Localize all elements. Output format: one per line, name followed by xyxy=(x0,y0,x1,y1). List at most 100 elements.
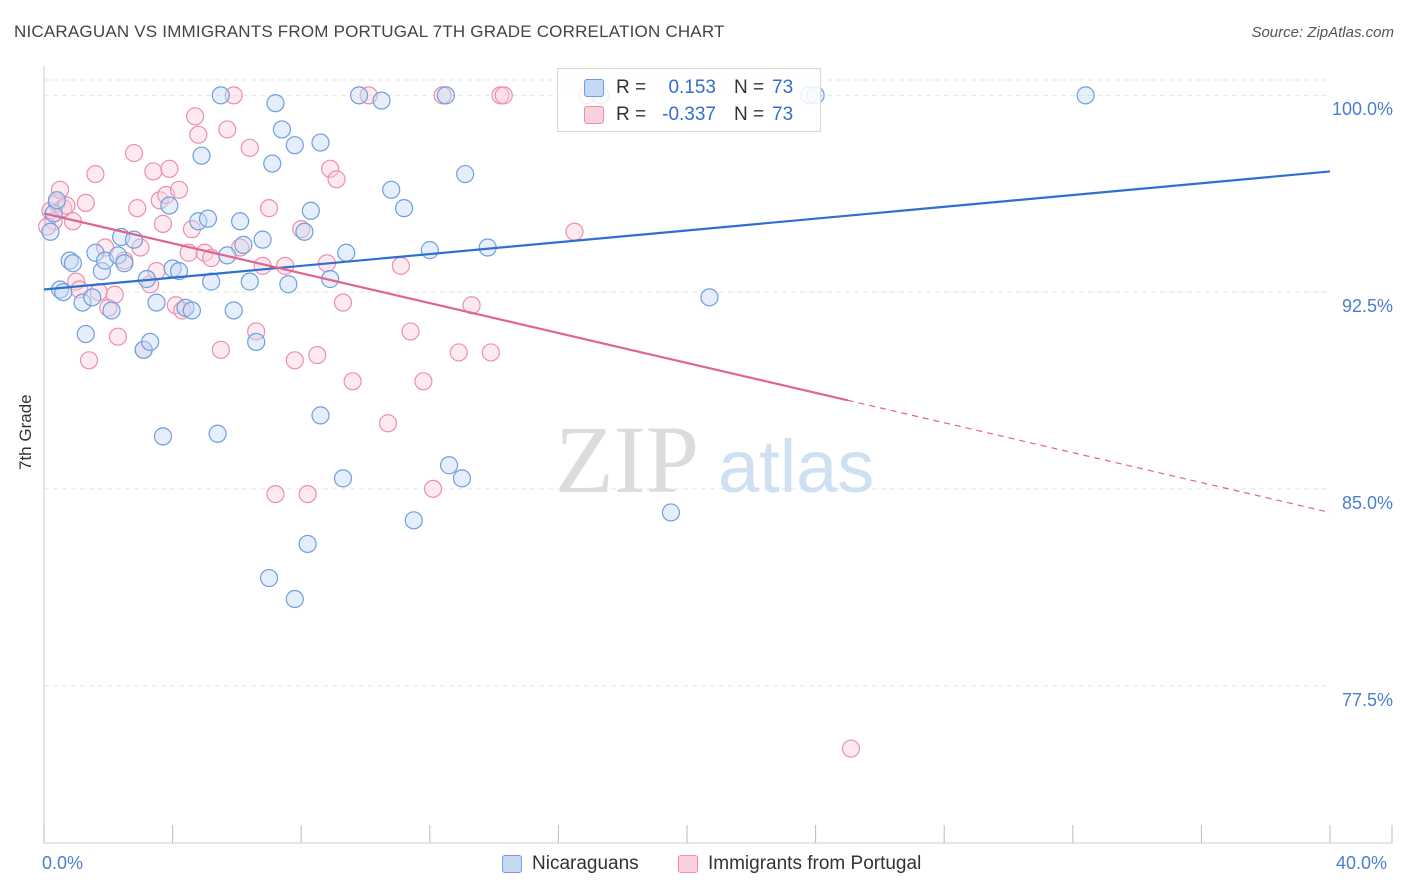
scatter-point xyxy=(211,86,230,105)
scatter-point xyxy=(147,293,166,312)
scatter-point xyxy=(391,256,410,275)
scatter-point xyxy=(436,86,455,105)
blue-swatch-icon xyxy=(502,855,522,873)
scatter-point xyxy=(173,301,192,320)
scatter-point xyxy=(841,739,861,758)
scatter-point xyxy=(231,212,250,231)
scatter-point xyxy=(301,201,320,220)
scatter-point xyxy=(414,372,433,391)
scatter-point xyxy=(76,324,95,344)
scatter-point xyxy=(382,180,401,199)
scatter-point xyxy=(160,159,179,178)
n-value: 73 xyxy=(772,77,794,98)
chart-source: Source: ZipAtlas.com xyxy=(1251,24,1394,41)
y-tick-label: 85.0% xyxy=(1341,492,1393,513)
scatter-point xyxy=(321,159,340,178)
scatter-point xyxy=(105,285,124,304)
scatter-point xyxy=(700,288,719,307)
scatter-point xyxy=(259,199,279,218)
scatter-point xyxy=(192,146,211,165)
y-tick-label: 77.5% xyxy=(1341,689,1393,710)
scatter-point xyxy=(456,164,475,184)
scatter-point xyxy=(92,262,111,281)
scatter-point xyxy=(295,222,314,241)
scatter-point xyxy=(423,479,443,498)
legend-item-portugal[interactable]: Immigrants from Portugal xyxy=(678,852,958,878)
scatter-point xyxy=(298,534,317,554)
scatter-point xyxy=(198,209,218,228)
scatter-point xyxy=(279,275,298,294)
scatter-point xyxy=(211,340,230,359)
scatter-point xyxy=(263,154,282,173)
watermark-zip: ZIP xyxy=(555,406,699,513)
legend-label: Immigrants from Portugal xyxy=(708,853,922,874)
scatter-point xyxy=(420,241,439,260)
scatter-point xyxy=(285,136,304,155)
trend-line xyxy=(43,212,848,402)
legend-label: Nicaraguans xyxy=(532,853,639,874)
pink-swatch-icon xyxy=(584,106,604,124)
blue-swatch-icon xyxy=(584,79,604,97)
r-value: 0.153 xyxy=(668,77,716,98)
scatter-point xyxy=(439,456,459,475)
scatter-point xyxy=(169,262,189,281)
watermark-atlas: atlas xyxy=(718,425,874,508)
scatter-point xyxy=(169,180,189,199)
scatter-point xyxy=(108,327,128,346)
scatter-point xyxy=(50,180,70,199)
scatter-point xyxy=(259,568,279,588)
scatter-point xyxy=(186,107,205,126)
scatter-point xyxy=(327,170,346,189)
y-tick-label: 100.0% xyxy=(1331,99,1393,120)
scatter-point xyxy=(494,86,513,105)
scatter-point xyxy=(247,322,266,341)
scatter-point xyxy=(311,406,330,425)
scatter-point xyxy=(253,230,272,249)
scatter-point xyxy=(449,343,468,362)
x-tick-label-min: 0.0% xyxy=(42,853,84,873)
scatter-point xyxy=(333,293,353,312)
scatter-point xyxy=(182,301,201,320)
watermark: ZIP atlas xyxy=(555,406,874,513)
scatter-point xyxy=(63,254,83,273)
r-label: R = xyxy=(616,77,647,98)
scatter-point xyxy=(266,94,285,113)
scatter-point xyxy=(565,222,584,241)
r-value: -0.337 xyxy=(662,104,716,125)
scatter-point xyxy=(73,293,92,312)
trend-lines xyxy=(43,170,1331,514)
series-nicaraguans-points xyxy=(41,86,1095,609)
scatter-point xyxy=(234,235,253,254)
scatter-point xyxy=(285,589,304,609)
scatter-point xyxy=(86,164,105,184)
scatter-point xyxy=(343,372,362,391)
pink-swatch-icon xyxy=(678,855,698,873)
scatter-point xyxy=(76,193,95,213)
chart-title: NICARAGUAN VS IMMIGRANTS FROM PORTUGAL 7… xyxy=(14,22,725,41)
scatter-point xyxy=(311,133,330,152)
legend-item-nicaraguans[interactable]: Nicaraguans xyxy=(502,852,672,878)
scatter-point xyxy=(41,222,60,241)
scatter-point xyxy=(115,254,134,273)
stats-row-portugal: R = -0.337 N = 73 xyxy=(558,100,820,128)
scatter-point xyxy=(481,343,500,362)
scatter-point xyxy=(189,125,208,144)
scatter-point xyxy=(128,199,147,218)
n-value: 73 xyxy=(772,104,794,125)
scatter-point xyxy=(102,301,121,320)
scatter-point xyxy=(124,143,144,163)
scatter-point xyxy=(372,91,391,110)
scatter-point xyxy=(337,243,356,262)
scatter-point xyxy=(79,351,99,370)
scatter-point xyxy=(83,288,102,307)
scatter-point xyxy=(224,301,243,320)
scatter-point xyxy=(140,332,160,352)
scatter-point xyxy=(333,469,353,488)
scatter-point xyxy=(208,424,227,443)
scatter-point xyxy=(272,120,292,139)
scatter-point xyxy=(60,251,79,270)
scatter-point xyxy=(349,86,369,105)
scatter-point xyxy=(218,120,237,139)
scatter-point xyxy=(285,351,304,370)
